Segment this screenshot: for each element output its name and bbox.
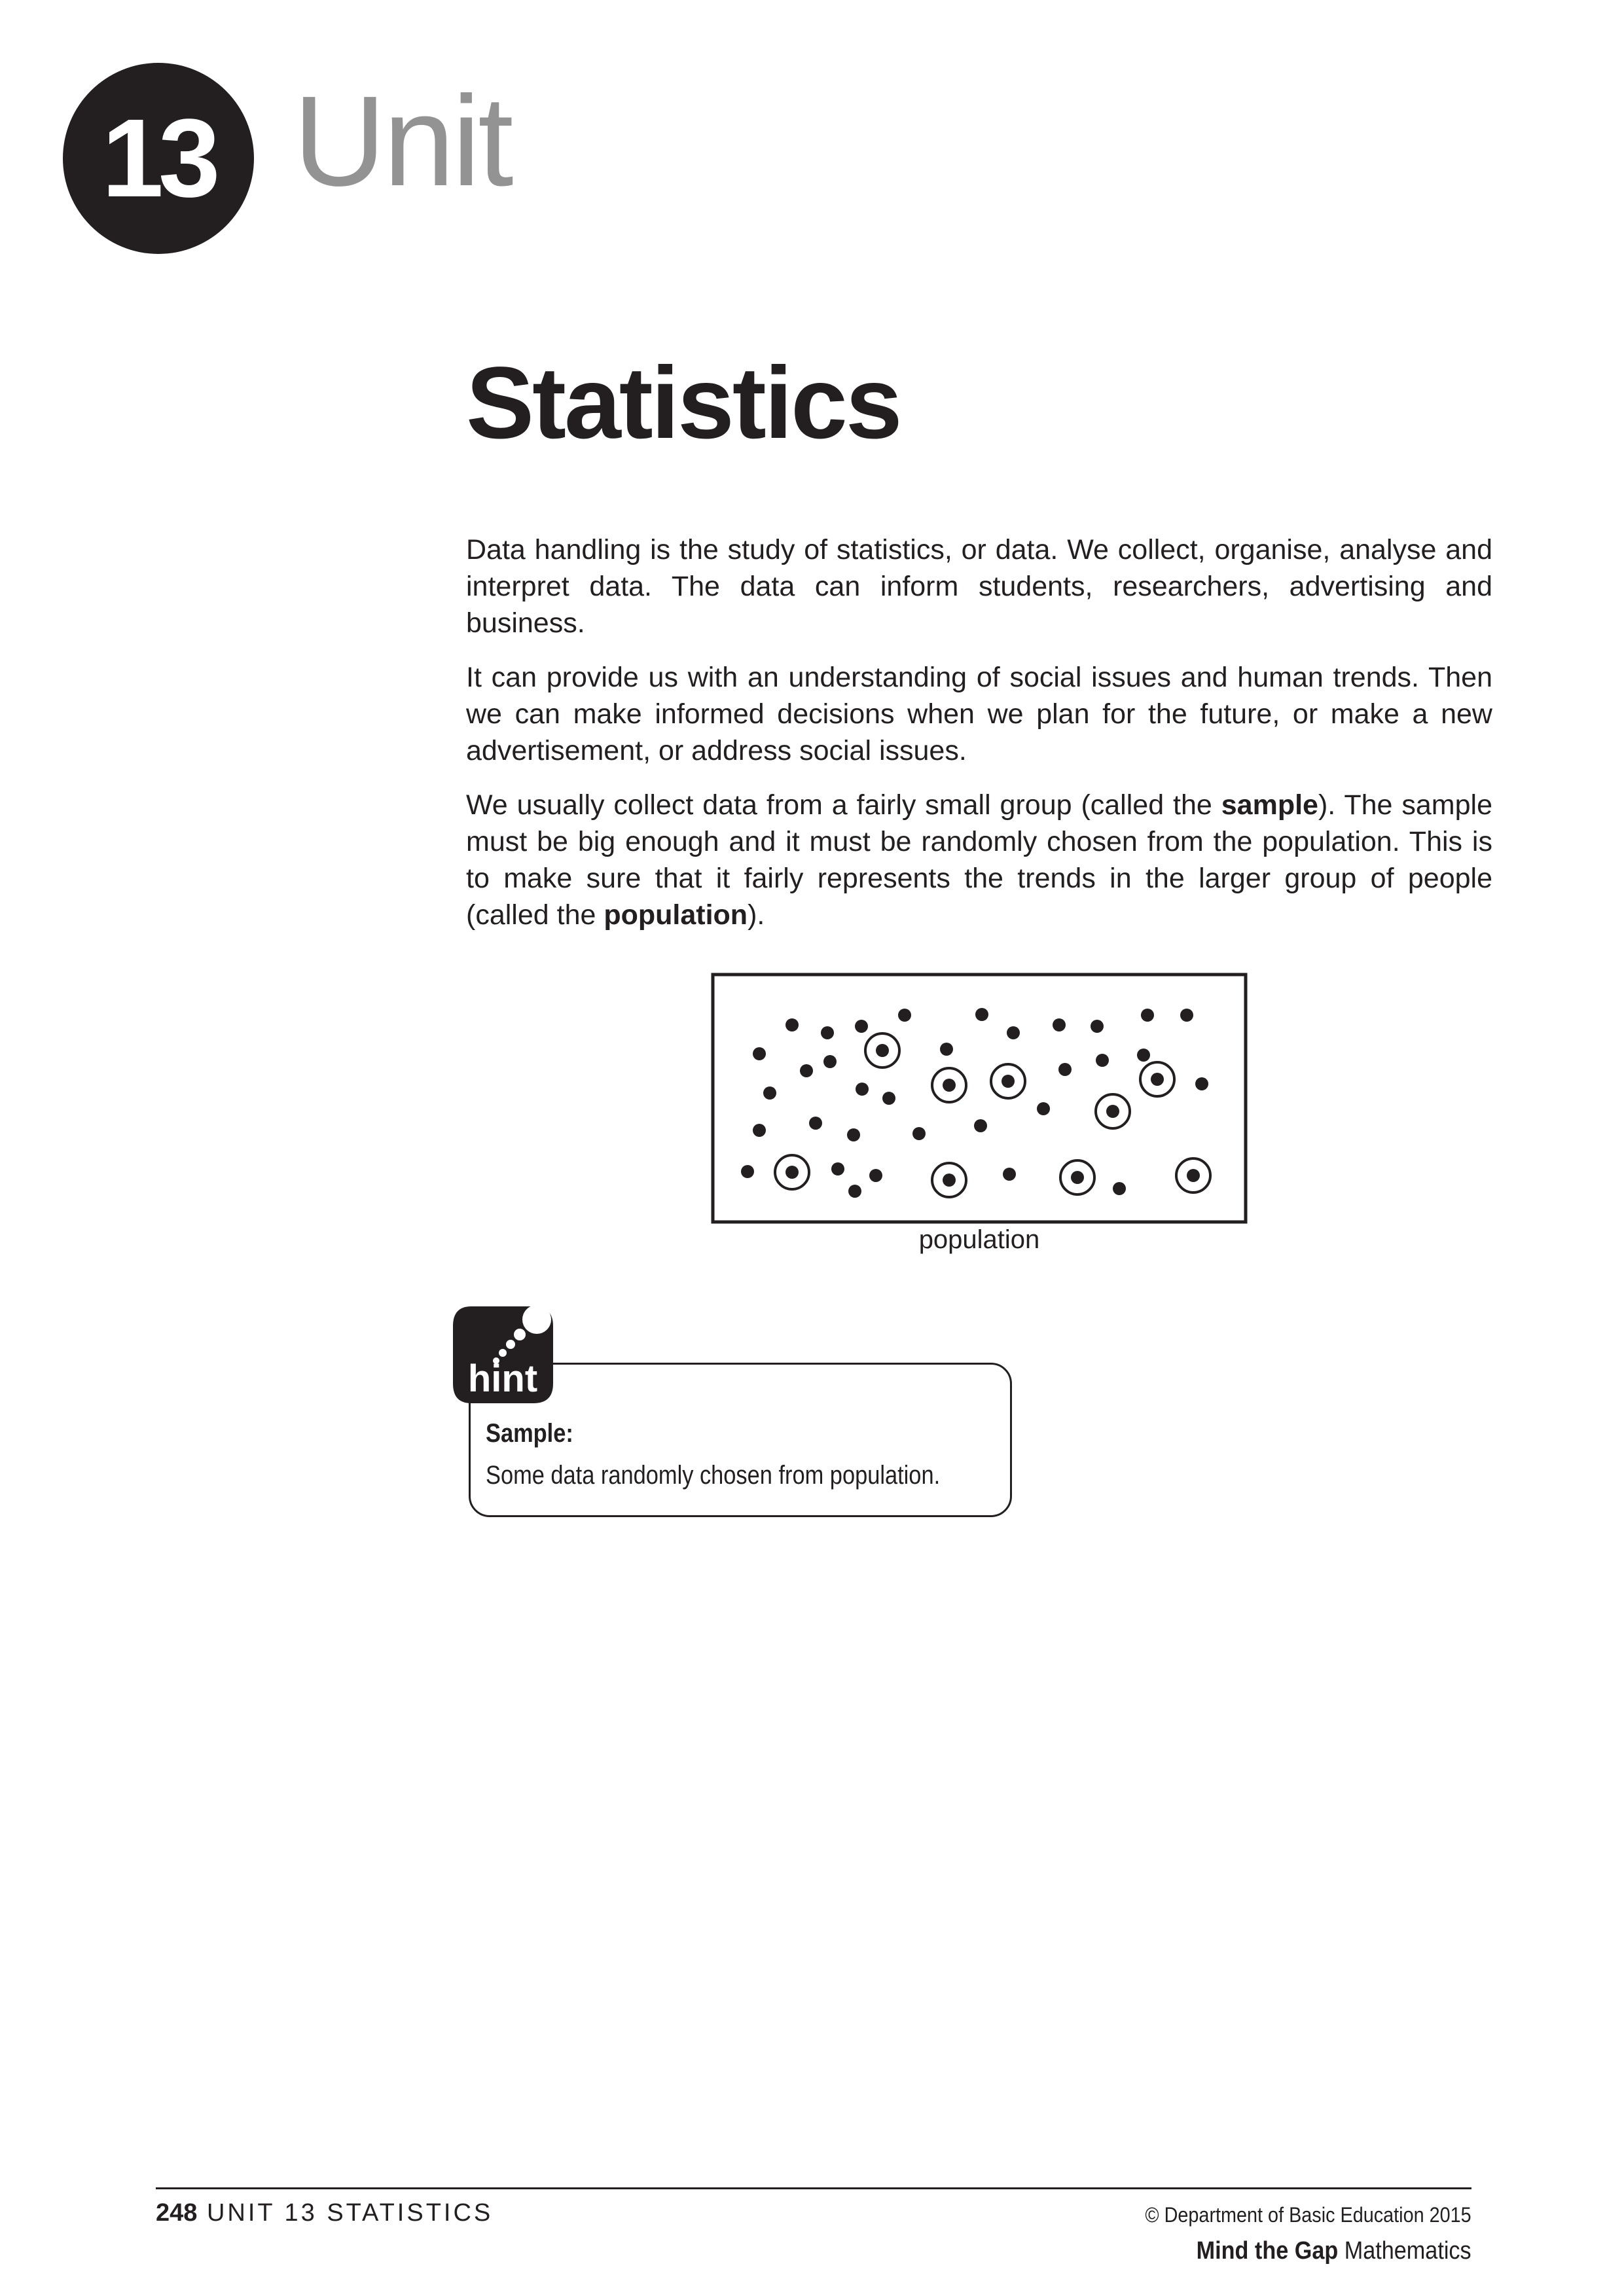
population-dot — [741, 1165, 754, 1178]
population-dot — [940, 1043, 953, 1056]
population-dot — [1003, 1168, 1016, 1181]
sample-ring — [1139, 1061, 1176, 1098]
brand-rest: Mathematics — [1344, 2237, 1471, 2265]
unit-label: Unit — [293, 69, 514, 213]
sample-dot — [1001, 1075, 1015, 1088]
sample-dot — [785, 1166, 799, 1179]
sample-dot — [1071, 1171, 1084, 1184]
hint-icon: hint — [452, 1305, 556, 1405]
brand-bold: Mind the Gap — [1197, 2237, 1339, 2265]
population-dot — [1141, 1009, 1154, 1022]
population-dot — [855, 1020, 868, 1033]
sample-ring — [1094, 1093, 1131, 1130]
page-title: Statistics — [466, 346, 903, 460]
sample-dot — [1187, 1169, 1200, 1182]
population-dot — [1113, 1182, 1126, 1195]
sample-ring — [931, 1067, 967, 1103]
footer-divider — [156, 2187, 1471, 2189]
population-dot — [1180, 1009, 1193, 1022]
population-diagram — [711, 973, 1248, 1224]
term-population: population — [604, 899, 748, 931]
population-dot — [1091, 1020, 1104, 1033]
population-dot — [847, 1128, 860, 1141]
sample-ring — [931, 1162, 967, 1198]
sample-dot — [943, 1174, 956, 1187]
section-label: UNIT 13 STATISTICS — [206, 2199, 494, 2227]
paragraph-3-part-1: We usually collect data from a fairly sm… — [466, 789, 1221, 821]
footer-section: 248 UNIT 13 STATISTICS — [156, 2199, 493, 2227]
population-dot — [912, 1127, 926, 1140]
population-dot — [1058, 1063, 1072, 1076]
term-sample: sample — [1221, 789, 1318, 821]
sample-ring — [774, 1154, 810, 1191]
paragraph-3: We usually collect data from a fairly sm… — [466, 787, 1492, 933]
hint-heading: Sample: — [486, 1419, 573, 1448]
population-dot — [1195, 1077, 1208, 1090]
population-dot — [1037, 1102, 1050, 1115]
population-dot — [856, 1083, 869, 1096]
page-number: 248 — [156, 2199, 198, 2227]
sample-dot — [1151, 1073, 1164, 1086]
population-dot — [809, 1117, 822, 1130]
sample-dot — [876, 1044, 889, 1057]
paragraph-3-part-3: ). — [748, 899, 765, 931]
population-dot — [763, 1086, 776, 1100]
paragraph-1: Data handling is the study of statistics… — [466, 534, 1492, 639]
body-text: Data handling is the study of statistics… — [466, 531, 1492, 951]
sample-ring — [1059, 1159, 1096, 1196]
population-dot — [882, 1092, 895, 1105]
sample-dot — [943, 1079, 956, 1092]
sample-ring — [990, 1063, 1026, 1100]
hint-text: Some data randomly chosen from populatio… — [486, 1461, 941, 1490]
copyright: © Department of Basic Education 2015 — [1145, 2203, 1471, 2227]
population-dot — [1137, 1049, 1150, 1062]
population-dot — [975, 1008, 988, 1021]
hint-box — [469, 1363, 1012, 1517]
population-dot — [869, 1169, 882, 1182]
population-dot — [898, 1009, 911, 1022]
sample-ring — [1175, 1157, 1212, 1194]
hint-icon-label: hint — [468, 1357, 537, 1400]
population-dot — [800, 1064, 813, 1077]
paragraph-2: It can provide us with an understanding … — [466, 662, 1492, 766]
unit-number-badge: 13 — [63, 63, 254, 254]
population-dot — [821, 1026, 834, 1039]
sample-dot — [1106, 1105, 1119, 1118]
publication-title: Mind the Gap Mathematics — [1197, 2237, 1471, 2265]
paragraph-3-part-2: ). The sample must be big enough and it … — [466, 789, 1492, 931]
population-dot — [1007, 1026, 1020, 1039]
figure-caption: population — [918, 1225, 1040, 1254]
population-dot — [848, 1185, 861, 1198]
population-frame — [711, 973, 1248, 1224]
population-dot — [974, 1119, 987, 1132]
sample-ring — [864, 1032, 901, 1069]
population-dot — [831, 1162, 844, 1175]
population-dot — [1053, 1018, 1066, 1031]
population-dot — [823, 1055, 837, 1068]
population-dot — [753, 1047, 766, 1060]
population-dot — [785, 1018, 799, 1031]
population-dot — [1096, 1054, 1109, 1067]
population-dot — [753, 1124, 766, 1137]
